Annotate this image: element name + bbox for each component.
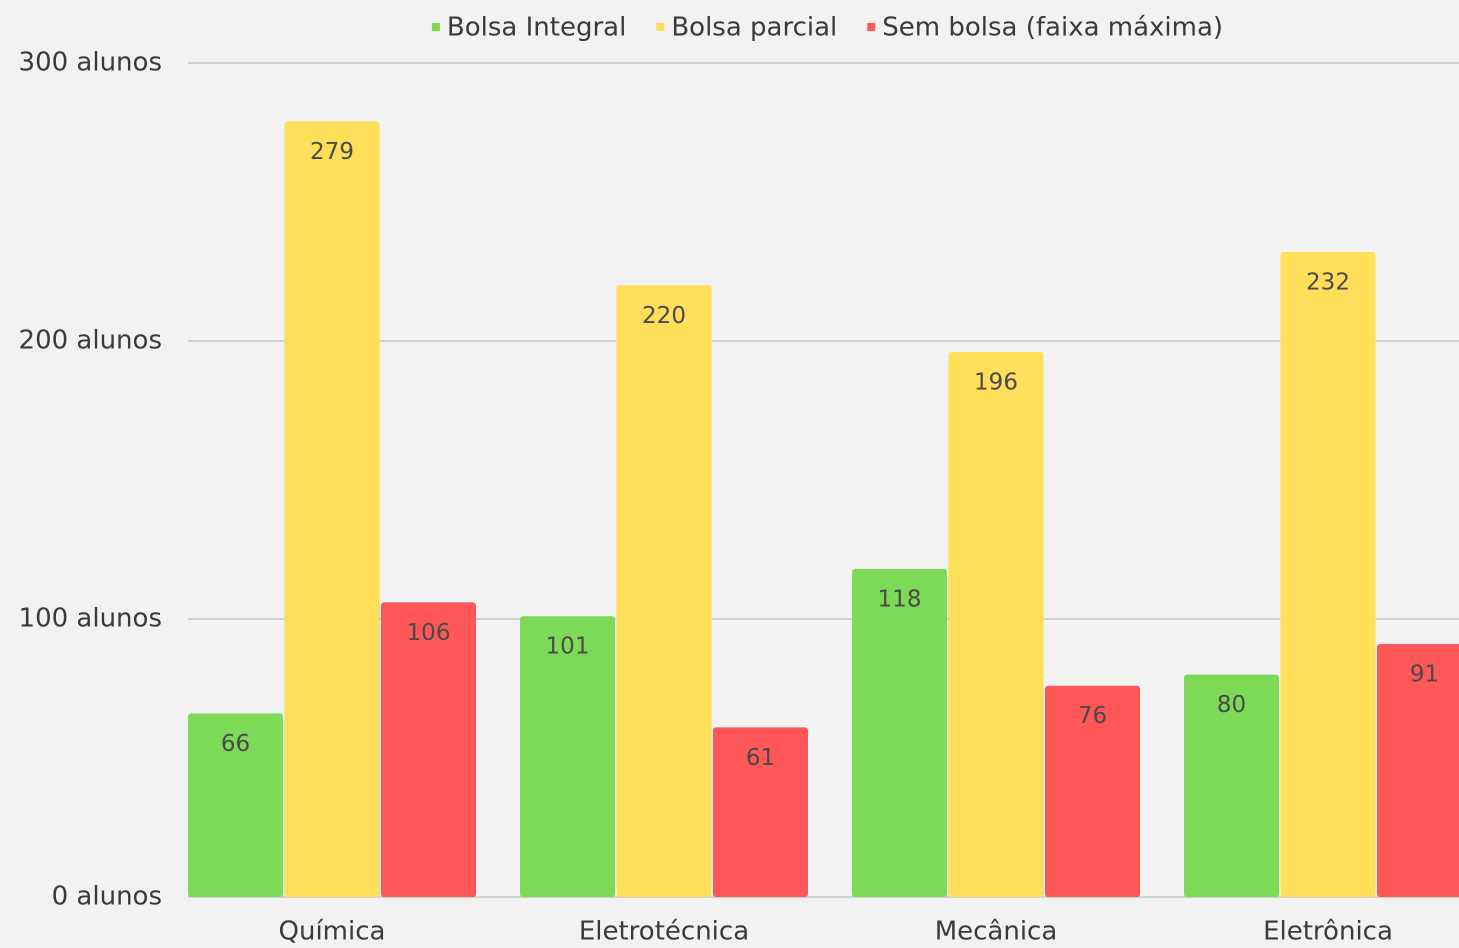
value-label: 80 xyxy=(1217,692,1246,718)
value-label: 220 xyxy=(642,303,686,329)
legend-swatch xyxy=(431,23,440,31)
value-label: 106 xyxy=(407,620,451,646)
value-label: 61 xyxy=(746,745,775,771)
bar xyxy=(948,352,1044,897)
bar xyxy=(381,602,476,897)
bar xyxy=(616,285,712,897)
bar xyxy=(188,713,283,897)
value-label: 279 xyxy=(310,139,354,165)
legend-label: Bolsa parcial xyxy=(671,13,837,43)
bar xyxy=(284,121,380,897)
x-tick-label: Química xyxy=(279,917,386,947)
bar xyxy=(713,727,808,897)
y-tick-label: 0 alunos xyxy=(52,882,162,912)
y-tick-label: 100 alunos xyxy=(19,604,162,634)
value-label: 101 xyxy=(546,634,590,660)
value-label: 66 xyxy=(221,731,250,757)
x-tick-label: Eletrotécnica xyxy=(579,917,749,947)
bar xyxy=(1377,644,1459,897)
value-label: 232 xyxy=(1306,270,1350,296)
legend-swatch xyxy=(656,23,665,31)
value-label: 76 xyxy=(1078,703,1107,729)
x-tick-label: Eletrônica xyxy=(1263,917,1393,947)
bar xyxy=(520,616,615,897)
bar xyxy=(1280,252,1376,898)
bar xyxy=(852,568,947,897)
legend: Bolsa Integral Bolsa parcial Sem bolsa (fa… xyxy=(431,13,1223,43)
value-label: 91 xyxy=(1410,662,1439,688)
value-label: 118 xyxy=(878,586,922,612)
bar xyxy=(1184,674,1279,897)
value-label: 196 xyxy=(974,370,1018,396)
x-tick-label: Mecânica xyxy=(935,917,1058,947)
legend-label: Sem bolsa (faixa máxima) xyxy=(882,13,1223,43)
y-tick-label: 300 alunos xyxy=(19,48,162,78)
y-tick-label: 200 alunos xyxy=(19,326,162,356)
bar xyxy=(1045,685,1140,897)
legend-label: Bolsa Integral xyxy=(447,13,626,43)
legend-swatch xyxy=(867,23,876,31)
